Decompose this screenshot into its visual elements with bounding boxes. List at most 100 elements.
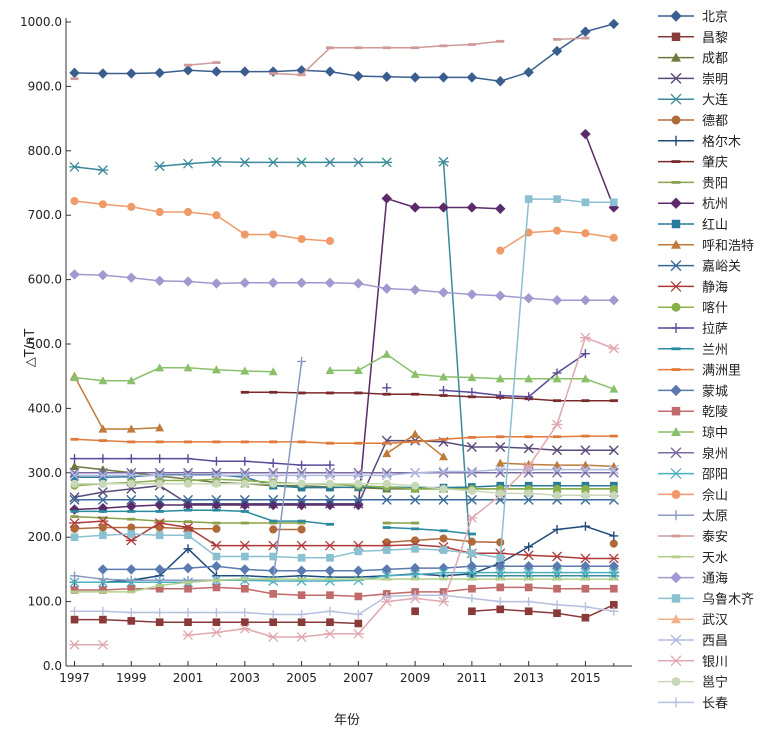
data-point — [553, 609, 561, 618]
data-point — [580, 445, 591, 456]
data-point — [239, 623, 251, 634]
data-point — [155, 618, 164, 627]
data-point — [381, 193, 392, 204]
data-point — [381, 157, 393, 168]
data-point — [324, 494, 335, 505]
data-point — [269, 525, 278, 534]
data-point — [269, 72, 278, 75]
data-point — [98, 424, 108, 433]
data-point — [439, 385, 449, 395]
data-point — [382, 577, 391, 581]
series-32 — [69, 332, 620, 650]
data-point — [438, 466, 449, 477]
legend-item: 蒙城 — [658, 384, 728, 399]
data-point — [268, 494, 279, 505]
data-point — [354, 441, 363, 445]
data-point — [609, 606, 619, 616]
legend-marker — [670, 197, 682, 209]
data-point — [439, 546, 448, 554]
data-point — [609, 531, 619, 541]
series-14 — [69, 516, 620, 564]
series-line — [74, 509, 472, 535]
legend-label: 北京 — [702, 10, 728, 25]
data-point — [466, 512, 478, 523]
data-point — [296, 565, 307, 576]
data-point — [496, 435, 505, 439]
y-tick-label: 900.0 — [28, 79, 62, 93]
legend-marker — [671, 489, 681, 499]
legend-label: 琼中 — [702, 426, 728, 441]
data-point — [297, 618, 306, 627]
data-point — [467, 486, 476, 495]
series-29 — [70, 195, 618, 562]
data-point — [127, 517, 136, 521]
data-point — [581, 491, 590, 500]
data-point — [524, 374, 534, 383]
data-point — [324, 565, 336, 576]
legend-label: 天水 — [702, 551, 728, 566]
data-point — [524, 597, 534, 607]
data-point — [382, 448, 392, 458]
data-point — [212, 521, 221, 525]
data-point — [552, 374, 562, 383]
data-point — [382, 546, 391, 554]
data-point — [353, 499, 364, 511]
data-point — [127, 202, 136, 211]
data-point — [324, 540, 336, 551]
legend-marker — [671, 181, 681, 184]
data-point — [98, 454, 108, 464]
data-point — [410, 590, 420, 600]
data-point — [354, 577, 363, 581]
y-tick-label: 100.0 — [28, 595, 62, 609]
data-point — [296, 494, 307, 505]
data-point — [608, 567, 620, 578]
legend-marker — [671, 323, 681, 333]
data-point — [466, 442, 477, 453]
data-point — [98, 606, 108, 616]
data-point — [154, 67, 165, 79]
series-line — [74, 525, 615, 584]
data-point — [269, 440, 278, 444]
data-point — [297, 391, 306, 395]
data-point — [183, 470, 194, 481]
data-point — [297, 609, 307, 619]
legend-label: 格尔木 — [702, 134, 741, 150]
data-point — [269, 590, 278, 598]
data-point — [127, 590, 136, 594]
data-point — [524, 542, 534, 552]
data-point — [439, 484, 448, 493]
data-point — [438, 467, 449, 478]
legend-item: 银川 — [658, 655, 728, 670]
data-point — [154, 275, 165, 287]
data-point — [98, 590, 107, 594]
data-point — [211, 627, 222, 638]
data-point — [409, 569, 421, 580]
data-point — [99, 615, 107, 624]
data-point — [553, 195, 561, 203]
data-point — [523, 560, 534, 572]
data-point — [581, 399, 590, 403]
data-point — [184, 479, 193, 488]
x-tick-label: 1997 — [59, 671, 90, 685]
data-point — [127, 523, 136, 532]
data-point — [126, 272, 137, 283]
data-point — [297, 440, 306, 444]
data-point — [609, 600, 618, 609]
legend-label: 成都 — [702, 52, 728, 67]
legend-item: 静海 — [658, 280, 728, 295]
data-point — [466, 560, 478, 572]
legend-marker — [670, 280, 682, 292]
data-point — [184, 531, 192, 540]
data-point — [411, 440, 420, 444]
data-point — [523, 67, 534, 78]
data-point — [70, 461, 80, 470]
data-point — [268, 609, 278, 619]
data-point — [466, 467, 477, 478]
data-point — [154, 564, 165, 575]
data-point — [354, 619, 363, 628]
data-point — [325, 365, 335, 375]
data-point — [467, 435, 476, 439]
legend-label: 泉州 — [702, 446, 728, 462]
data-point — [411, 607, 419, 616]
